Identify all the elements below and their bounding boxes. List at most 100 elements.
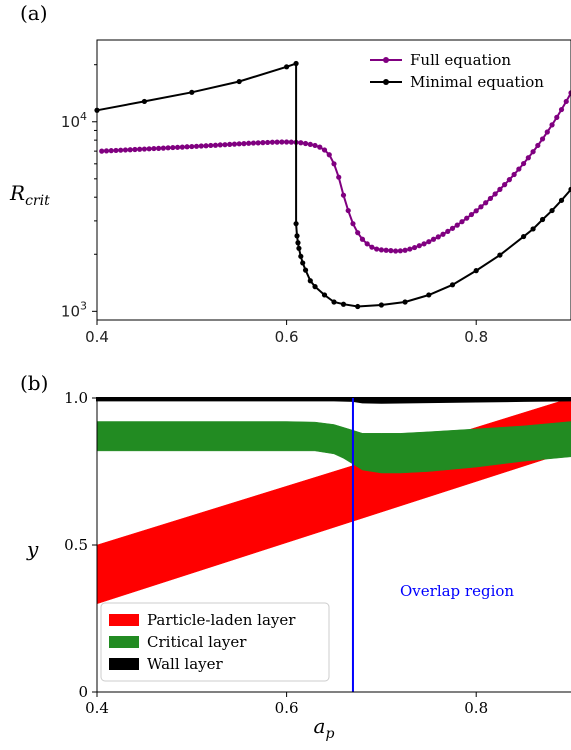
data-point	[208, 142, 214, 149]
data-point	[502, 182, 508, 188]
data-point	[539, 216, 546, 223]
data-point	[231, 141, 238, 147]
legend-marker	[383, 57, 389, 63]
panel-b-areas	[96, 397, 571, 605]
data-point	[141, 98, 147, 105]
data-point	[156, 145, 162, 151]
data-point	[165, 145, 171, 151]
panel-b-xlabel: ap	[314, 714, 335, 742]
legend-item-particle-laden: Particle-laden layer	[147, 611, 296, 629]
panel-a-legend: Full equation Minimal equation	[370, 51, 544, 91]
data-point	[132, 146, 138, 153]
panel-a-chart: 0.4 0.6 0.8 103 104 Rcrit Full equation Minim…	[9, 39, 571, 346]
data-point	[312, 284, 318, 290]
data-point	[184, 144, 190, 150]
data-point	[497, 186, 503, 192]
panel-a-ticks: 0.4 0.6 0.8 103 104	[61, 64, 488, 346]
data-point	[506, 177, 512, 183]
data-point	[440, 231, 446, 237]
a-xtick-label: 0.6	[275, 328, 299, 346]
data-point	[383, 247, 389, 253]
data-point	[430, 236, 437, 242]
data-point	[549, 207, 555, 214]
data-point	[203, 143, 209, 149]
data-point	[416, 243, 422, 249]
data-point	[568, 90, 571, 96]
data-point	[227, 141, 233, 147]
data-point	[558, 106, 565, 113]
data-point	[241, 141, 247, 147]
legend-item-wall: Wall layer	[147, 655, 224, 673]
critical-layer-band	[96, 421, 571, 474]
data-point	[449, 225, 456, 231]
data-point	[222, 142, 228, 148]
data-point	[369, 244, 375, 250]
data-point	[421, 241, 427, 247]
data-point	[525, 155, 531, 161]
data-point	[497, 252, 503, 258]
series-line-minimal-equation	[96, 62, 571, 308]
series-line-full-equation	[101, 92, 571, 253]
data-point	[151, 145, 157, 152]
panel-b-legend: Particle-laden layer Critical layer Wall l…	[100, 602, 330, 682]
panel-a-ylabel: Rcrit	[9, 181, 50, 209]
data-point	[487, 195, 494, 202]
data-point	[269, 139, 275, 145]
data-point	[302, 140, 309, 147]
b-ytick-label: 0	[78, 683, 88, 701]
data-point	[464, 215, 470, 221]
a-xtick-label: 0.4	[85, 328, 109, 346]
legend-label: Full equation	[410, 51, 511, 69]
data-point	[411, 244, 418, 251]
data-point	[402, 247, 408, 253]
data-point	[296, 245, 302, 251]
a-ytick-label: 104	[61, 110, 87, 131]
data-point	[122, 147, 129, 153]
data-point	[250, 140, 257, 146]
data-point	[402, 299, 408, 305]
data-point	[317, 144, 323, 150]
data-point	[103, 148, 110, 154]
data-point	[279, 139, 285, 145]
legend-item-critical: Critical layer	[147, 633, 247, 651]
data-point	[108, 148, 114, 154]
data-point	[521, 160, 527, 167]
data-point	[468, 211, 475, 218]
b-xtick-label: 0.8	[464, 699, 488, 717]
data-point	[336, 174, 342, 180]
ylabel-subscript: crit	[25, 193, 50, 209]
panel-b-ylabel: y	[26, 537, 39, 561]
data-point	[284, 64, 290, 70]
data-point	[331, 299, 337, 305]
data-point	[426, 292, 432, 298]
b-xtick-label: 0.6	[275, 699, 299, 717]
data-point	[378, 302, 384, 308]
data-point	[284, 139, 290, 145]
data-point	[407, 246, 413, 252]
data-point	[260, 140, 266, 146]
data-point	[174, 144, 181, 150]
b-xtick-label: 0.4	[85, 699, 109, 717]
data-point	[393, 248, 399, 254]
data-point	[340, 301, 347, 307]
data-point	[137, 146, 143, 152]
data-point	[492, 191, 498, 197]
data-point	[113, 147, 119, 154]
data-point	[355, 230, 361, 236]
data-point	[321, 292, 328, 298]
data-point	[454, 222, 460, 228]
data-point	[549, 122, 555, 128]
data-point	[321, 147, 328, 153]
data-point	[99, 148, 105, 154]
a-xtick-label: 0.8	[464, 328, 488, 346]
xlabel-subscript: p	[325, 726, 334, 742]
data-point	[563, 98, 569, 105]
data-point	[265, 139, 271, 146]
data-point	[293, 221, 299, 227]
data-point	[189, 143, 195, 150]
legend-swatch	[109, 658, 139, 670]
ylabel-main: R	[9, 181, 25, 205]
data-point	[141, 146, 147, 152]
data-point	[331, 161, 337, 167]
data-point	[198, 143, 204, 149]
